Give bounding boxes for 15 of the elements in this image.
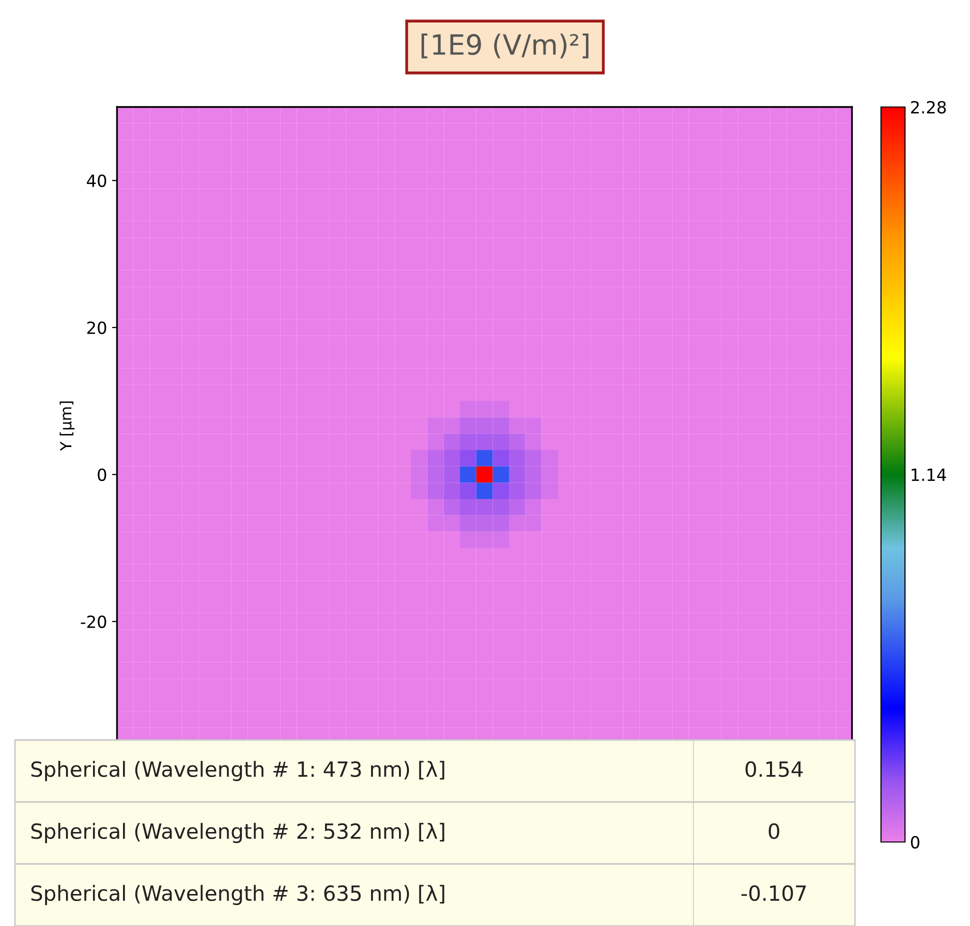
y-axis-title: Y [µm] [60, 401, 74, 451]
text: -0.107 [741, 885, 806, 902]
y-tick-label: -20 [80, 615, 106, 628]
color-bar-label: 1.14 [912, 468, 946, 481]
text: Spherical (Wavelength # 3: 635 nm) [λ] [31, 884, 444, 906]
text: Spherical (Wavelength # 2: 532 nm) [λ] [31, 822, 444, 844]
color-bar-label: 2.28 [911, 100, 946, 114]
y-tick-label: 40 [86, 174, 106, 188]
y-tick-label: 20 [87, 321, 106, 334]
text: Spherical (Wavelength # 1: 473 nm) [λ] [31, 760, 444, 782]
color-bar-label: 0 [910, 836, 920, 849]
y-tick-label: 0 [98, 468, 106, 482]
text: 0 [768, 823, 780, 840]
chart-title: [1E9 (V/m)²] [422, 34, 588, 58]
text: 0.154 [746, 761, 803, 778]
